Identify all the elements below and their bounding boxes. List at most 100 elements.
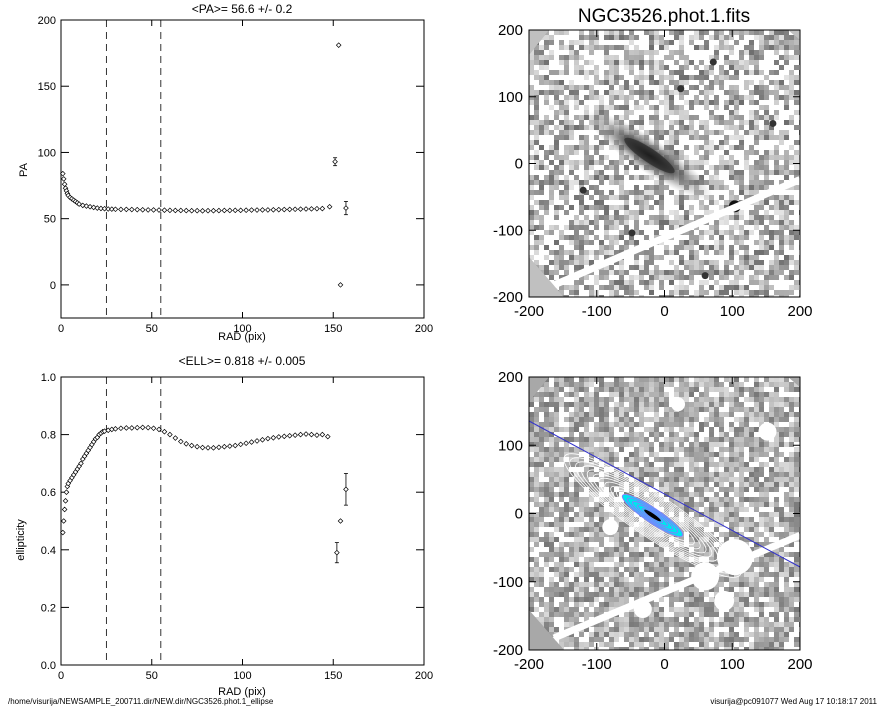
fit-pixel [589, 442, 594, 447]
fit-pixel [704, 452, 709, 457]
fit-pixel [539, 442, 544, 447]
image-pixel [719, 45, 724, 50]
fit-pixel [684, 492, 689, 497]
image-pixel [724, 155, 729, 160]
image-pixel [769, 295, 774, 297]
image-pixel [604, 55, 609, 60]
fit-pixel [659, 412, 664, 417]
fit-pixel [529, 452, 534, 457]
image-pixel [534, 225, 539, 230]
fit-pixel [784, 412, 789, 417]
image-pixel [544, 190, 549, 195]
image-pixel [664, 250, 669, 255]
image-pixel [649, 100, 654, 105]
image-pixel [609, 85, 614, 90]
fit-pixel [529, 477, 534, 482]
fit-pixel [704, 457, 709, 462]
image-pixel [639, 70, 644, 75]
image-pixel [794, 185, 799, 190]
fit-pixel [539, 432, 544, 437]
image-pixel [609, 90, 614, 95]
image-pixel [774, 30, 779, 35]
fit-pixel [529, 482, 534, 487]
image-pixel [679, 125, 684, 130]
image-pixel [634, 110, 639, 115]
image-pixel [634, 50, 639, 55]
image-pixel [559, 225, 564, 230]
image-pixel [544, 65, 549, 70]
fit-pixel [579, 502, 584, 507]
image-pixel [529, 110, 534, 115]
fit-pixel [699, 402, 704, 407]
image-pixel [679, 65, 684, 70]
image-pixel [774, 95, 779, 100]
image-pixel [724, 85, 729, 90]
image-pixel [749, 55, 754, 60]
image-pixel [729, 95, 734, 100]
fit-pixel [764, 417, 769, 422]
image-pixel [764, 150, 769, 155]
image-pixel [714, 95, 719, 100]
image-pixel [679, 245, 684, 250]
fit-pixel [644, 392, 649, 397]
image-pixel [639, 55, 644, 60]
fit-pixel [579, 387, 584, 392]
image-pixel [714, 155, 719, 160]
fit-pixel [564, 467, 569, 472]
image-pixel [554, 205, 559, 210]
ellipticity-data-point [177, 438, 184, 445]
image-pixel [684, 245, 689, 250]
image-pixel [739, 50, 744, 55]
image-pixel [659, 120, 664, 125]
ellipticity-data-point [265, 435, 271, 442]
image-pixel [604, 165, 609, 170]
image-pixel [619, 115, 624, 120]
image-pixel [769, 30, 774, 35]
image-pixel [534, 180, 539, 185]
image-pixel [679, 50, 684, 55]
fit-pixel [574, 382, 579, 387]
image-pixel [669, 115, 674, 120]
image-pixel [614, 90, 619, 95]
image-pixel [704, 40, 709, 45]
fit-pixel [614, 482, 619, 487]
image-pixel [614, 30, 619, 35]
image-pixel [534, 170, 539, 175]
image-pixel [784, 105, 789, 110]
image-pixel [589, 30, 594, 35]
fit-pixel [784, 472, 789, 477]
fit-pixel [654, 467, 659, 472]
image-pixel [619, 45, 624, 50]
fit-pixel [564, 527, 569, 532]
image-pixel [629, 215, 634, 220]
image-pixel [604, 285, 609, 290]
image-pixel [549, 245, 554, 250]
image-pixel [649, 130, 654, 135]
image-pixel [609, 170, 614, 175]
image-pixel [734, 130, 739, 135]
image-pixel [699, 205, 704, 210]
image-pixel [724, 125, 729, 130]
image-pixel [609, 175, 614, 180]
image-pixel [714, 195, 719, 200]
image-pixel [629, 35, 634, 40]
image-pixel [574, 155, 579, 160]
fit-pixel [789, 397, 794, 402]
image-pixel [769, 160, 774, 165]
image-pixel [644, 190, 649, 195]
image-pixel [639, 35, 644, 40]
image-pixel [694, 70, 699, 75]
fit-pixel [529, 512, 534, 517]
image-pixel [709, 170, 714, 175]
image-pixel [724, 75, 729, 80]
image-pixel [569, 65, 574, 70]
fit-pixel [719, 482, 724, 487]
image-pixel [689, 50, 694, 55]
fit-pixel [774, 382, 779, 387]
fit-pixel [719, 402, 724, 407]
fit-pixel [649, 477, 654, 482]
image-pixel [779, 195, 784, 200]
image-pixel [644, 95, 649, 100]
fit-pixel [544, 482, 549, 487]
fit-pixel [719, 387, 724, 392]
